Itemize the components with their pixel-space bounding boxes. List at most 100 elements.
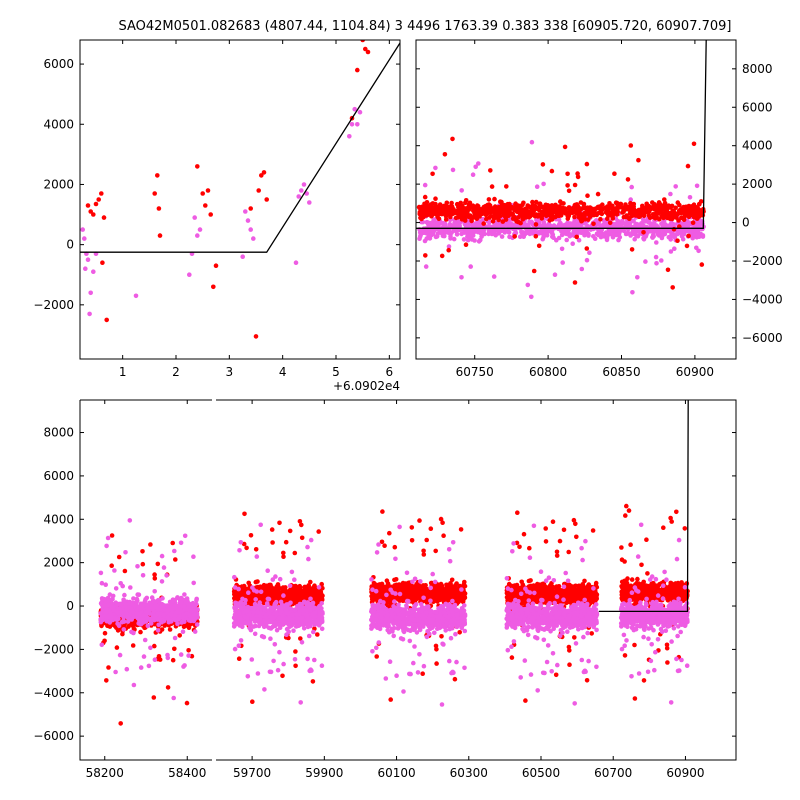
data-point	[684, 243, 690, 249]
data-point	[192, 608, 197, 614]
data-point	[80, 227, 85, 232]
data-point	[304, 612, 310, 618]
data-point	[662, 197, 667, 202]
data-point	[695, 230, 701, 236]
data-point	[297, 519, 303, 524]
data-point	[114, 645, 120, 650]
data-point	[650, 200, 655, 205]
data-point	[357, 109, 363, 115]
data-point	[116, 623, 122, 628]
data-point	[529, 294, 534, 300]
data-point	[668, 222, 673, 227]
data-point	[507, 234, 512, 240]
data-point	[319, 626, 325, 632]
data-point	[557, 222, 562, 227]
data-point	[451, 236, 457, 242]
data-point	[298, 636, 303, 641]
data-point	[657, 217, 662, 222]
data-point	[284, 595, 290, 600]
data-point	[497, 213, 503, 219]
data-point	[629, 247, 635, 252]
data-point	[486, 223, 492, 229]
data-point	[475, 229, 481, 235]
data-point	[248, 206, 253, 211]
data-point	[293, 649, 298, 654]
data-point	[251, 588, 257, 593]
data-point	[677, 202, 682, 208]
data-point	[449, 200, 454, 206]
x-tick-label: 60850	[602, 365, 640, 379]
data-point	[289, 617, 295, 623]
data-point	[308, 537, 314, 543]
data-point	[131, 614, 136, 620]
data-point	[280, 586, 285, 591]
data-point	[572, 280, 578, 285]
data-point	[148, 645, 153, 651]
data-point	[175, 616, 181, 622]
data-point	[622, 221, 628, 227]
data-point	[200, 191, 205, 196]
data-point	[643, 259, 648, 264]
data-point	[292, 577, 297, 582]
data-point	[162, 623, 167, 628]
data-point	[250, 699, 255, 704]
data-point	[166, 617, 172, 622]
data-point	[238, 540, 244, 545]
data-point	[612, 171, 617, 176]
data-point	[236, 656, 242, 661]
data-point	[686, 209, 692, 215]
data-point	[98, 601, 104, 606]
data-point	[439, 204, 445, 209]
data-point	[128, 585, 133, 590]
data-point	[430, 171, 435, 177]
data-point	[310, 679, 316, 684]
data-point	[570, 209, 575, 214]
data-point	[185, 599, 190, 604]
data-point	[541, 220, 547, 225]
data-point	[672, 246, 677, 251]
data-point	[655, 204, 660, 209]
data-point	[659, 258, 664, 263]
data-point	[179, 598, 184, 603]
data-point	[587, 205, 593, 210]
data-point	[650, 212, 656, 217]
data-point	[251, 624, 256, 629]
data-point	[262, 586, 268, 592]
data-point	[277, 649, 282, 655]
data-point	[616, 231, 622, 236]
data-point	[607, 220, 613, 226]
data-point	[635, 275, 640, 280]
data-point	[504, 209, 509, 214]
data-point	[666, 203, 671, 208]
data-point	[233, 590, 239, 595]
data-point	[694, 211, 699, 217]
data-point	[559, 201, 564, 206]
data-point	[507, 217, 512, 222]
data-point	[655, 208, 660, 214]
data-point	[423, 208, 428, 213]
data-point	[603, 210, 609, 215]
data-point	[363, 46, 368, 52]
data-point	[349, 122, 355, 127]
data-point	[155, 628, 161, 633]
data-point	[614, 207, 619, 212]
x-tick-label: 6	[386, 365, 394, 379]
data-point	[268, 636, 273, 641]
data-point	[205, 188, 211, 193]
data-point	[111, 607, 117, 613]
data-point	[628, 197, 633, 202]
data-point	[599, 208, 604, 213]
data-point	[670, 285, 675, 290]
data-point	[443, 203, 449, 208]
data-point	[534, 206, 539, 211]
x-tick-label: 4	[279, 365, 287, 379]
data-point	[422, 194, 428, 200]
data-point	[616, 237, 621, 243]
data-point	[660, 233, 665, 239]
data-point	[142, 598, 148, 604]
data-point	[436, 216, 442, 222]
data-point	[264, 601, 270, 606]
data-point	[298, 700, 304, 705]
data-point	[537, 201, 542, 207]
data-point	[259, 634, 265, 639]
